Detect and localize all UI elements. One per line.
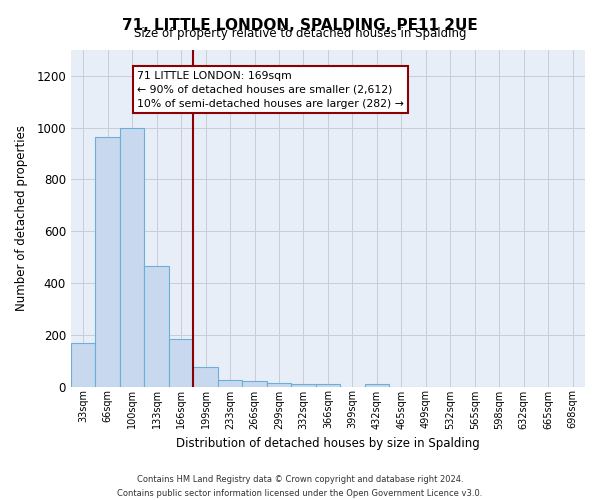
Bar — [218, 380, 242, 386]
Bar — [193, 367, 218, 386]
Text: 71 LITTLE LONDON: 169sqm
← 90% of detached houses are smaller (2,612)
10% of sem: 71 LITTLE LONDON: 169sqm ← 90% of detach… — [137, 70, 404, 108]
Bar — [365, 384, 389, 386]
Y-axis label: Number of detached properties: Number of detached properties — [15, 126, 28, 312]
Bar — [242, 382, 267, 386]
Bar — [95, 136, 120, 386]
Bar — [120, 128, 145, 386]
Bar — [71, 342, 95, 386]
Text: Contains HM Land Registry data © Crown copyright and database right 2024.
Contai: Contains HM Land Registry data © Crown c… — [118, 476, 482, 498]
X-axis label: Distribution of detached houses by size in Spalding: Distribution of detached houses by size … — [176, 437, 480, 450]
Bar — [169, 338, 193, 386]
Text: Size of property relative to detached houses in Spalding: Size of property relative to detached ho… — [134, 28, 466, 40]
Bar — [145, 266, 169, 386]
Bar — [316, 384, 340, 386]
Text: 71, LITTLE LONDON, SPALDING, PE11 2UE: 71, LITTLE LONDON, SPALDING, PE11 2UE — [122, 18, 478, 32]
Bar — [291, 384, 316, 386]
Bar — [267, 382, 291, 386]
